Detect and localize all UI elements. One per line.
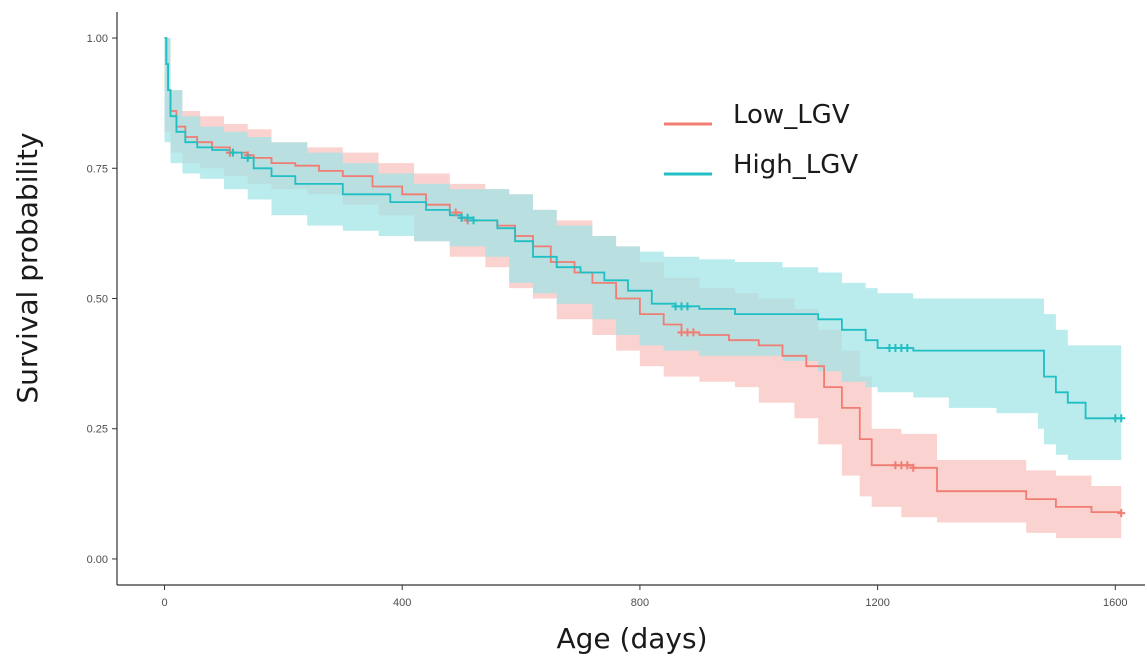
high-lgv-censor-mark (228, 148, 237, 157)
high-lgv-censor-mark (683, 302, 692, 311)
y-tick-label: 0.50 (87, 294, 108, 306)
y-tick-label: 0.00 (87, 554, 108, 566)
low-lgv-censor-mark (689, 328, 698, 337)
high-lgv-censor-mark (1117, 414, 1126, 423)
x-tick-label: 0 (161, 597, 167, 609)
x-tick-label: 1600 (1103, 597, 1127, 609)
y-tick-label: 0.75 (87, 163, 108, 175)
legend: Low_LGV High_LGV (664, 100, 858, 180)
low-lgv-censor-mark (903, 461, 912, 470)
confidence-bands (164, 38, 1122, 539)
high-lgv-censor-mark (243, 153, 252, 162)
high-lgv-legend-label: High_LGV (733, 150, 858, 180)
low-lgv-censor-mark (451, 208, 460, 217)
high-lgv-censor-mark (469, 216, 478, 225)
high-lgv-confidence-band (164, 38, 1122, 460)
censor-marks (225, 148, 1126, 518)
x-axis-title: Age (days) (557, 622, 708, 655)
y-axis-title: Survival probability (11, 132, 44, 403)
x-tick-label: 800 (631, 597, 649, 609)
axes: 0.00 0.25 0.50 0.75 1.00 0 400 800 1200 1600 (87, 12, 1145, 609)
low-lgv-censor-mark (1117, 509, 1126, 518)
high-lgv-censor-mark (903, 343, 912, 352)
high-lgv-censor-mark (463, 213, 472, 222)
low-lgv-survival-line (164, 37, 1123, 514)
low-lgv-legend-label: Low_LGV (733, 100, 850, 130)
y-tick-label: 1.00 (87, 33, 108, 45)
y-tick-label: 0.25 (87, 424, 108, 436)
x-tick-label: 1200 (865, 597, 889, 609)
x-tick-label: 400 (393, 597, 411, 609)
low-lgv-censor-mark (909, 463, 918, 472)
